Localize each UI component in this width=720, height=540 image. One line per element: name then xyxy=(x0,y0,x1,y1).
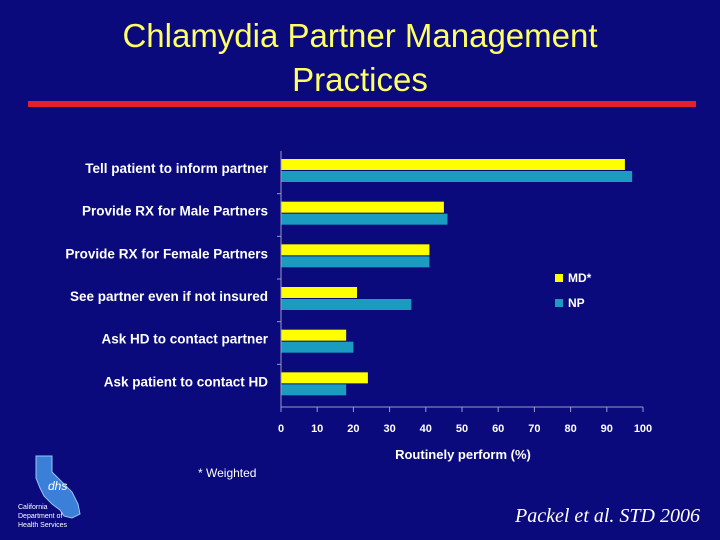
slide-title-line-1: Chlamydia Partner Management xyxy=(122,17,598,54)
logo-text-line-1: California xyxy=(18,504,48,511)
x-tick-label: 0 xyxy=(278,423,284,435)
legend: MD* NP xyxy=(555,271,592,310)
slide-title-line-2: Practices xyxy=(292,61,428,98)
x-tick-label: 70 xyxy=(528,423,540,435)
legend-swatch-np xyxy=(555,299,563,307)
x-tick-label: 100 xyxy=(634,423,652,435)
category-label: Ask patient to contact HD xyxy=(104,374,269,389)
bar-np-3 xyxy=(281,299,412,310)
dhs-mark: dhs xyxy=(48,479,67,493)
bars xyxy=(281,159,633,396)
citation: Packel et al. STD 2006 xyxy=(515,505,700,527)
logo-text-line-2: Department of xyxy=(18,513,62,520)
footnote: * Weighted xyxy=(198,466,257,480)
x-tick-label: 20 xyxy=(347,423,359,435)
bar-md-2 xyxy=(281,244,430,256)
title-underline xyxy=(28,101,696,107)
category-label: Tell patient to inform partner xyxy=(85,161,269,176)
x-tick-label: 60 xyxy=(492,423,504,435)
bar-np-5 xyxy=(281,384,347,396)
bar-np-4 xyxy=(281,341,354,353)
x-tick-label: 80 xyxy=(564,423,576,435)
x-tick-label: 40 xyxy=(420,423,432,435)
legend-swatch-md xyxy=(555,274,563,282)
x-tick-label: 30 xyxy=(383,423,395,435)
legend-label-md: MD* xyxy=(568,271,592,285)
category-label: Provide RX for Male Partners xyxy=(82,204,268,219)
category-label: Ask HD to contact partner xyxy=(101,332,268,347)
slide-title: Chlamydia Partner Management Practices xyxy=(60,14,660,102)
category-label: See partner even if not insured xyxy=(70,289,268,304)
bar-np-2 xyxy=(281,256,430,268)
x-tick-label: 50 xyxy=(456,423,468,435)
bar-md-0 xyxy=(281,159,625,170)
bar-md-1 xyxy=(281,201,444,213)
x-tick-label: 10 xyxy=(311,423,323,435)
category-labels: Tell patient to inform partner Provide RX… xyxy=(65,161,268,389)
california-shape-icon xyxy=(35,455,81,519)
legend-label-np: NP xyxy=(568,296,585,310)
x-axis-title: Routinely perform (%) xyxy=(395,447,531,462)
bar-md-5 xyxy=(281,372,368,384)
logo-text-line-3: Health Services xyxy=(18,522,68,529)
dhs-logo: dhs California Department of Health Serv… xyxy=(18,455,81,529)
bar-np-0 xyxy=(281,171,633,182)
bar-np-1 xyxy=(281,213,448,225)
bar-md-3 xyxy=(281,287,358,298)
bar-md-4 xyxy=(281,329,347,341)
axes: 0 10 20 30 40 50 60 70 80 90 100 Routinely perform … xyxy=(277,151,652,462)
category-label: Provide RX for Female Partners xyxy=(65,246,268,261)
x-tick-label: 90 xyxy=(601,423,613,435)
